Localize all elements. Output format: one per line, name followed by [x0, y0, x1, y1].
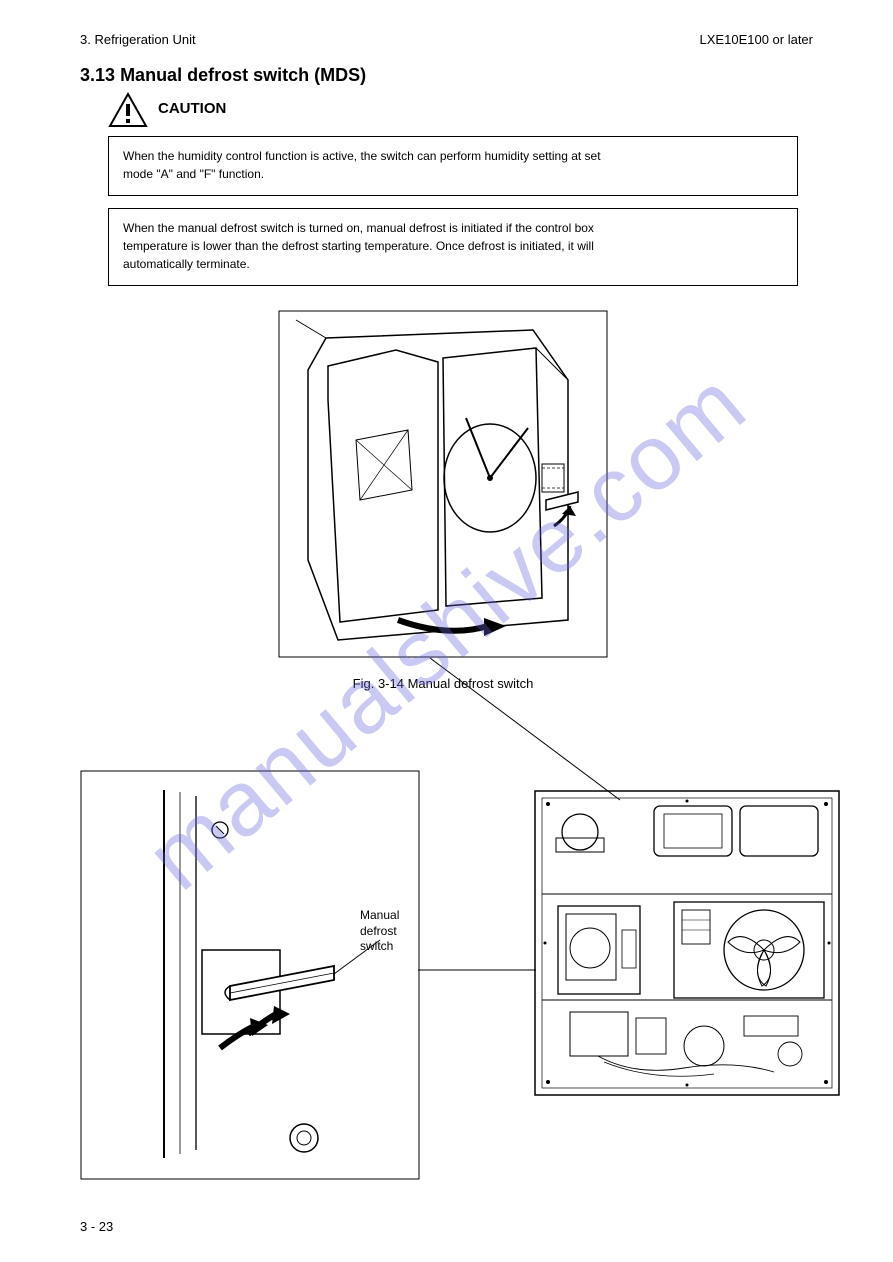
header-right: LXE10E100 or later	[700, 32, 813, 47]
page-footer: 3 - 23	[80, 1219, 113, 1234]
warning-label: CAUTION	[158, 100, 226, 117]
box1-line1: When the humidity control function is ac…	[123, 149, 601, 163]
section-number: 3.13	[80, 65, 115, 85]
box2-line3: automatically terminate.	[123, 257, 250, 271]
section-name: Manual defrost switch (MDS)	[120, 65, 366, 85]
figure-control-box	[278, 310, 608, 658]
connector-line-1	[420, 648, 720, 808]
box1-line2: mode "A" and "F" function.	[123, 167, 264, 181]
connector-line-2	[418, 960, 548, 980]
warning-icon	[108, 92, 148, 128]
figure-switch-closeup	[80, 770, 420, 1180]
callout-text: Manual defrost switch	[360, 908, 399, 953]
box2-line2: temperature is lower than the defrost st…	[123, 239, 594, 253]
header-left: 3. Refrigeration Unit	[80, 32, 196, 47]
caution-box-2-text: When the manual defrost switch is turned…	[109, 209, 797, 283]
caution-box-1: When the humidity control function is ac…	[108, 136, 798, 196]
figure2-callout: Manual defrost switch	[360, 908, 399, 955]
figure-unit-overview	[534, 790, 840, 1096]
section-title: 3.13 Manual defrost switch (MDS)	[80, 65, 366, 86]
box2-line1: When the manual defrost switch is turned…	[123, 221, 594, 235]
caution-box-1-text: When the humidity control function is ac…	[109, 137, 797, 193]
caution-box-2: When the manual defrost switch is turned…	[108, 208, 798, 286]
page-header: 3. Refrigeration Unit LXE10E100 or later	[80, 32, 813, 47]
